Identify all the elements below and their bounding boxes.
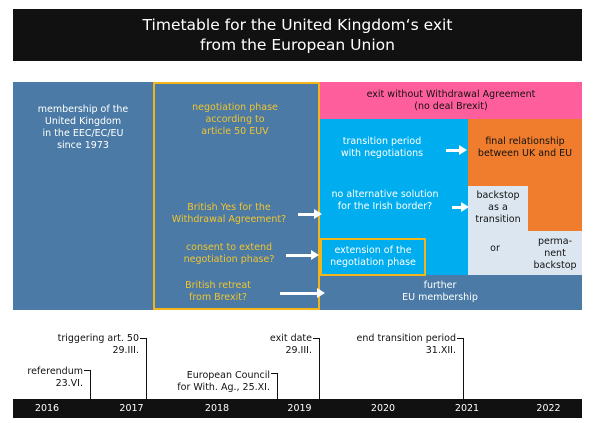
- event-tick-referendum: [84, 370, 91, 399]
- arrow-retreat-to-membership-icon: [280, 288, 325, 298]
- year-label: 2022: [536, 403, 561, 414]
- british-yes-question: British Yes for the Withdrawal Agreement…: [171, 202, 287, 225]
- year-label: 2020: [370, 403, 396, 414]
- year-label: 2018: [204, 403, 230, 414]
- transition-period-text: transition period with negotiations: [340, 136, 424, 159]
- membership-text: membership of the United Kingdom in the …: [37, 104, 129, 151]
- negotiation-phase-text: negotiation phase according to article 5…: [192, 102, 278, 137]
- orange-corner-fill: [528, 186, 582, 231]
- event-european-council: European Council for With. Ag., 25.XI.: [177, 370, 270, 393]
- irish-border-question: no alternative solution for the Irish bo…: [331, 189, 439, 212]
- year-label: 2017: [119, 403, 144, 414]
- arrow-to-backstop-icon: [452, 202, 469, 212]
- event-triggering-article-50: triggering art. 50 29.III.: [57, 333, 139, 356]
- consent-extend-question: consent to extend negotiation phase?: [183, 242, 275, 265]
- event-tick-end-transition: [457, 338, 464, 399]
- extension-block: extension of the negotiation phase: [320, 238, 426, 276]
- further-membership-text: further EU membership: [402, 280, 478, 303]
- backstop-transition-text: backstop as a transition: [475, 190, 521, 225]
- arrow-consent-to-extension-icon: [286, 250, 319, 260]
- event-tick-exit-date: [313, 338, 320, 399]
- permanent-backstop-text: perma- nent backstop: [533, 236, 577, 271]
- event-referendum: referendum 23.VI.: [27, 366, 83, 389]
- event-tick-triggering: [140, 338, 147, 399]
- year-label: 2019: [287, 403, 312, 414]
- year-label: 2021: [454, 403, 480, 414]
- diagram-title: Timetable for the United Kingdom‘s exit …: [13, 9, 582, 61]
- british-retreat-question: British retreat from Brexit?: [185, 280, 251, 303]
- arrow-yes-to-irish-icon: [298, 209, 322, 219]
- no-deal-block: exit without Withdrawal Agreement (no de…: [320, 82, 582, 119]
- final-relationship-text: final relationship between UK and EU: [477, 136, 573, 159]
- or-text: or: [490, 243, 500, 254]
- transition-block: [320, 119, 468, 275]
- negotiation-phase-frame: [153, 82, 320, 310]
- event-end-transition: end transition period 31.XII.: [356, 333, 456, 356]
- year-label: 2016: [34, 403, 60, 414]
- event-tick-european-council: [271, 373, 278, 399]
- arrow-to-transition-icon: [446, 145, 467, 155]
- year-axis: 2016 2017 2018 2019 2020 2021 2022: [13, 399, 582, 418]
- event-exit-date: exit date 29.III.: [269, 333, 312, 356]
